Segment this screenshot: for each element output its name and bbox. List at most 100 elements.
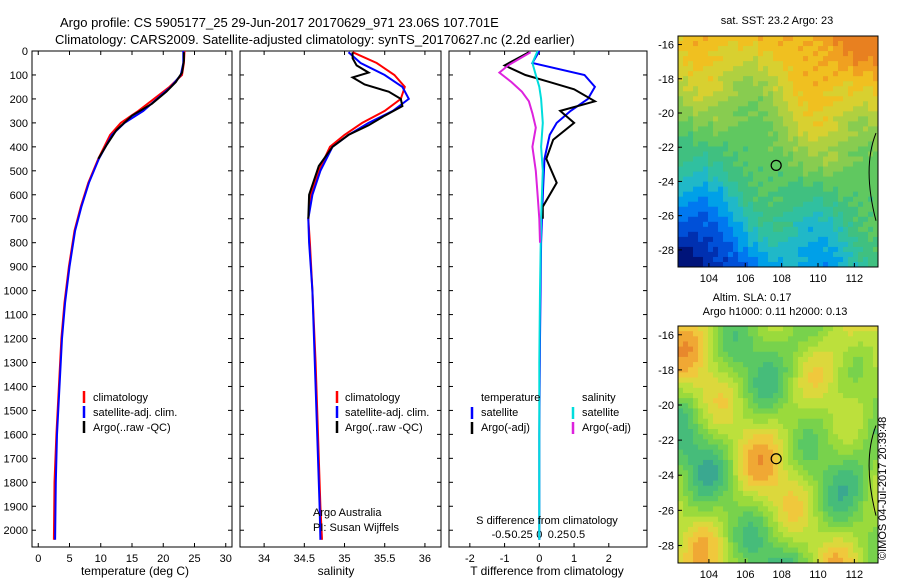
map-cell xyxy=(798,475,804,482)
map-cell xyxy=(723,552,729,559)
map-cell xyxy=(838,41,844,47)
map-cell xyxy=(733,66,739,72)
map-cell xyxy=(873,91,878,97)
map-cell xyxy=(863,171,869,178)
map-cell xyxy=(688,231,694,238)
map-cell xyxy=(693,76,699,82)
map-cell xyxy=(683,480,689,487)
map-cell xyxy=(698,81,704,87)
map-cell xyxy=(848,331,854,337)
map-cell xyxy=(768,91,774,97)
map-cell xyxy=(828,341,834,348)
map-cell xyxy=(803,480,809,487)
map-cell xyxy=(688,86,694,92)
map-cell xyxy=(793,506,799,513)
map-cell xyxy=(873,171,878,178)
map-cell xyxy=(748,408,754,415)
map-cell xyxy=(758,542,764,549)
map-cell xyxy=(868,236,874,243)
map-cell xyxy=(843,532,849,538)
map-cell xyxy=(823,449,829,456)
map-cell xyxy=(698,480,704,487)
map-cell xyxy=(828,387,834,394)
map-cell xyxy=(723,216,729,223)
map-cell xyxy=(713,131,719,138)
map-x-tick-label: 106 xyxy=(736,273,754,285)
map-cell xyxy=(818,496,824,502)
map-cell xyxy=(773,221,779,228)
map-cell xyxy=(738,403,744,410)
map-cell xyxy=(823,261,829,267)
map-cell xyxy=(698,398,704,404)
map-cell xyxy=(863,423,869,430)
map-cell xyxy=(823,131,829,138)
map-cell xyxy=(868,131,874,138)
map-cell xyxy=(793,151,799,158)
map-cell xyxy=(858,51,864,57)
map-cell xyxy=(703,56,709,62)
map-cell xyxy=(828,465,834,471)
map-cell xyxy=(748,392,754,399)
map-cell xyxy=(808,206,814,213)
map-cell xyxy=(853,449,859,456)
map-cell xyxy=(868,226,874,233)
map-x-tick-label: 112 xyxy=(846,273,864,285)
map-cell xyxy=(688,146,694,153)
map-cell xyxy=(723,111,729,117)
map-cell xyxy=(858,532,864,538)
map-cell xyxy=(713,251,719,258)
map-cell xyxy=(848,403,854,410)
map-cell xyxy=(818,444,824,451)
map-cell xyxy=(678,392,684,399)
map-cell xyxy=(803,475,809,482)
map-cell xyxy=(748,521,754,528)
map-cell xyxy=(718,61,724,67)
map-cell xyxy=(743,377,749,384)
map-cell xyxy=(783,475,789,482)
map-cell xyxy=(823,392,829,399)
map-cell xyxy=(818,552,824,559)
map-cell xyxy=(683,51,689,57)
map-cell xyxy=(808,161,814,168)
map-cell xyxy=(698,341,704,348)
map-cell xyxy=(813,351,819,358)
map-cell xyxy=(873,226,878,233)
map-cell xyxy=(783,111,789,117)
map-cell xyxy=(828,367,834,373)
map-cell xyxy=(863,246,869,253)
map-cell xyxy=(763,246,769,253)
map-cell xyxy=(723,490,729,497)
map-cell xyxy=(728,256,734,263)
map-cell xyxy=(843,454,849,461)
map-cell xyxy=(838,362,844,368)
map-cell xyxy=(793,111,799,117)
map-cell xyxy=(808,181,814,188)
map-cell xyxy=(748,116,754,122)
map-cell xyxy=(753,511,759,518)
map-cell xyxy=(813,542,819,549)
map-cell xyxy=(708,186,714,193)
map-cell xyxy=(833,465,839,471)
map-cell xyxy=(723,241,729,248)
map-cell xyxy=(723,496,729,502)
map-cell xyxy=(698,76,704,82)
map-cell xyxy=(843,408,849,415)
map-cell xyxy=(703,206,709,213)
map-cell xyxy=(873,377,878,384)
map-cell xyxy=(803,434,809,440)
map-cell xyxy=(703,521,709,528)
map-cell xyxy=(693,136,699,143)
map-cell xyxy=(718,176,724,183)
map-cell xyxy=(768,221,774,228)
map-y-tick-label: -22 xyxy=(658,435,674,447)
map-cell xyxy=(733,526,739,533)
map-cell xyxy=(683,454,689,461)
map-cell xyxy=(693,61,699,67)
map-cell xyxy=(853,351,859,358)
map-cell xyxy=(833,521,839,528)
map-cell xyxy=(798,537,804,543)
map-cell xyxy=(823,542,829,549)
map-cell xyxy=(753,111,759,117)
map-cell xyxy=(708,71,714,77)
map-cell xyxy=(838,136,844,143)
